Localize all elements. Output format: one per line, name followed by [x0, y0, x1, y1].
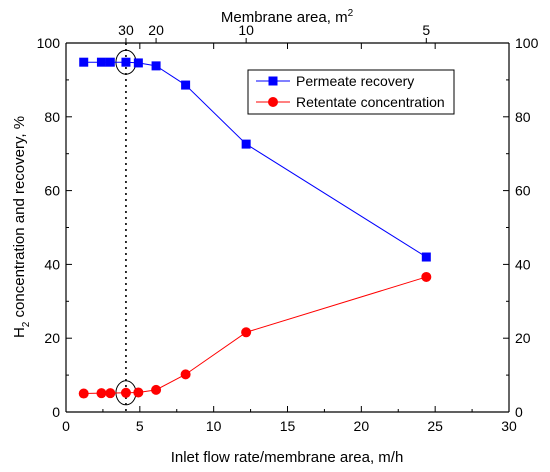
y-tick-label-right: 60 — [515, 183, 531, 199]
x-axis-title: Inlet flow rate/membrane area, m/h — [171, 449, 404, 466]
y-axis-title-sub: 2 — [21, 321, 32, 327]
series-layer — [78, 57, 432, 399]
x2-axis-title: Membrane area, m2 — [221, 8, 354, 26]
x-tick-label: 5 — [136, 418, 144, 434]
data-point-circle — [421, 271, 432, 282]
legend: Permeate recovery Retentate concentration — [247, 69, 455, 115]
y-axis-title-main: H — [11, 327, 28, 338]
legend-box — [247, 69, 455, 115]
data-point-square — [181, 80, 191, 90]
data-point-circle — [120, 387, 131, 398]
highlight-layer — [115, 43, 137, 412]
data-point-square — [105, 57, 115, 67]
y-tick-label-right: 40 — [515, 256, 531, 272]
y-axis-title: H2 concentration and recovery, % — [11, 116, 32, 338]
data-point-square — [96, 57, 106, 67]
y-tick-label-left: 100 — [37, 35, 61, 51]
data-point-circle — [151, 384, 162, 395]
x2-tick-label: 20 — [148, 22, 164, 38]
y-tick-label-right: 80 — [515, 109, 531, 125]
y-axis-title-rest: concentration and recovery, % — [11, 116, 28, 322]
x-tick-label: 25 — [427, 418, 443, 434]
y-tick-label-right: 20 — [515, 330, 531, 346]
data-point-circle — [241, 327, 252, 338]
data-point-circle — [105, 388, 116, 399]
series-line — [83, 276, 427, 395]
x-tick-label: 10 — [206, 418, 222, 434]
y-tick-label-right: 0 — [515, 404, 523, 420]
data-point-square — [121, 57, 131, 67]
data-point-square — [421, 252, 431, 262]
data-point-circle — [96, 388, 107, 399]
x2-tick-label: 5 — [422, 22, 430, 38]
x2-tick-label: 10 — [238, 22, 254, 38]
x-tick-label: 30 — [501, 418, 517, 434]
data-point-square — [241, 139, 251, 149]
y-tick-label-left: 80 — [44, 109, 60, 125]
y-tick-label-left: 0 — [52, 404, 60, 420]
x-tick-label: 15 — [280, 418, 296, 434]
data-point-square — [151, 61, 161, 71]
legend-label: Permeate recovery — [296, 73, 414, 89]
x2-axis-title-sup: 2 — [348, 8, 354, 19]
x2-axis-title-main: Membrane area, m — [221, 9, 348, 26]
data-point-circle — [78, 388, 89, 399]
legend-marker-circle — [268, 97, 278, 107]
data-point-square — [133, 58, 143, 68]
data-point-circle — [180, 369, 191, 380]
x-tick-label: 0 — [62, 418, 70, 434]
x-tick-label: 20 — [354, 418, 370, 434]
legend-label: Retentate concentration — [296, 94, 445, 110]
y-tick-label-right: 100 — [515, 35, 539, 51]
legend-marker-square — [268, 76, 278, 86]
y-tick-label-left: 60 — [44, 183, 60, 199]
data-point-circle — [133, 387, 144, 398]
data-point-square — [79, 57, 89, 67]
y-tick-label-left: 40 — [44, 256, 60, 272]
legend-items: Permeate recovery Retentate concentration — [256, 73, 445, 110]
y-tick-label-left: 20 — [44, 330, 60, 346]
x2-tick-label: 30 — [118, 22, 134, 38]
